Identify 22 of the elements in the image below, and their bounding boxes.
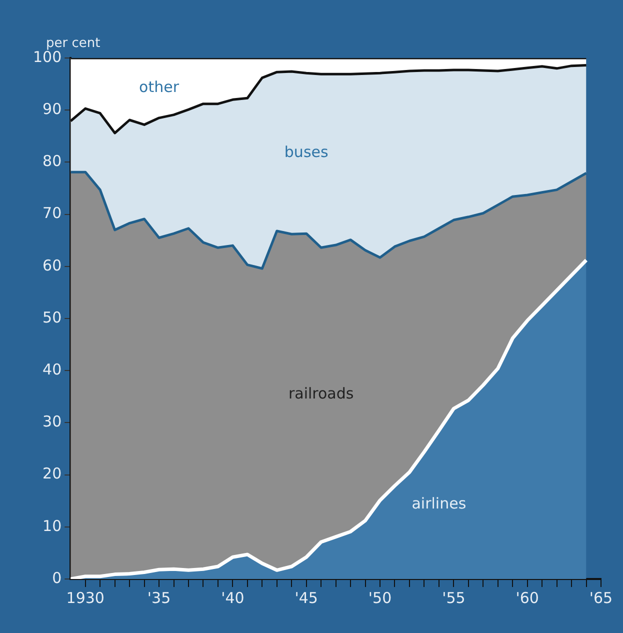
- series-label: other: [139, 78, 180, 96]
- y-tick-label: 30: [42, 412, 62, 431]
- x-tick-label: '40: [221, 588, 244, 607]
- x-tick-label: '50: [368, 588, 392, 607]
- y-tick-label: 70: [42, 204, 62, 222]
- y-tick-label: 10: [42, 516, 62, 535]
- series-label: buses: [284, 143, 328, 162]
- y-tick-label: 40: [42, 360, 62, 378]
- x-tick-label: '55: [442, 588, 466, 607]
- y-tick-label: 60: [42, 256, 62, 274]
- series-label: airlines: [412, 494, 466, 513]
- x-tick-label: '45: [294, 588, 318, 607]
- series-label: railroads: [288, 384, 354, 403]
- y-tick-label: 80: [42, 152, 62, 170]
- y-tick-label: 90: [42, 100, 62, 118]
- x-tick-label: '65: [589, 588, 613, 607]
- y-tick-label: 20: [42, 464, 62, 483]
- x-tick-label: 1930: [66, 588, 104, 607]
- x-tick-label: '60: [516, 588, 539, 607]
- x-tick-label: '35: [147, 588, 171, 607]
- y-tick-label: 50: [42, 308, 62, 326]
- y-tick-label: 0: [52, 568, 62, 587]
